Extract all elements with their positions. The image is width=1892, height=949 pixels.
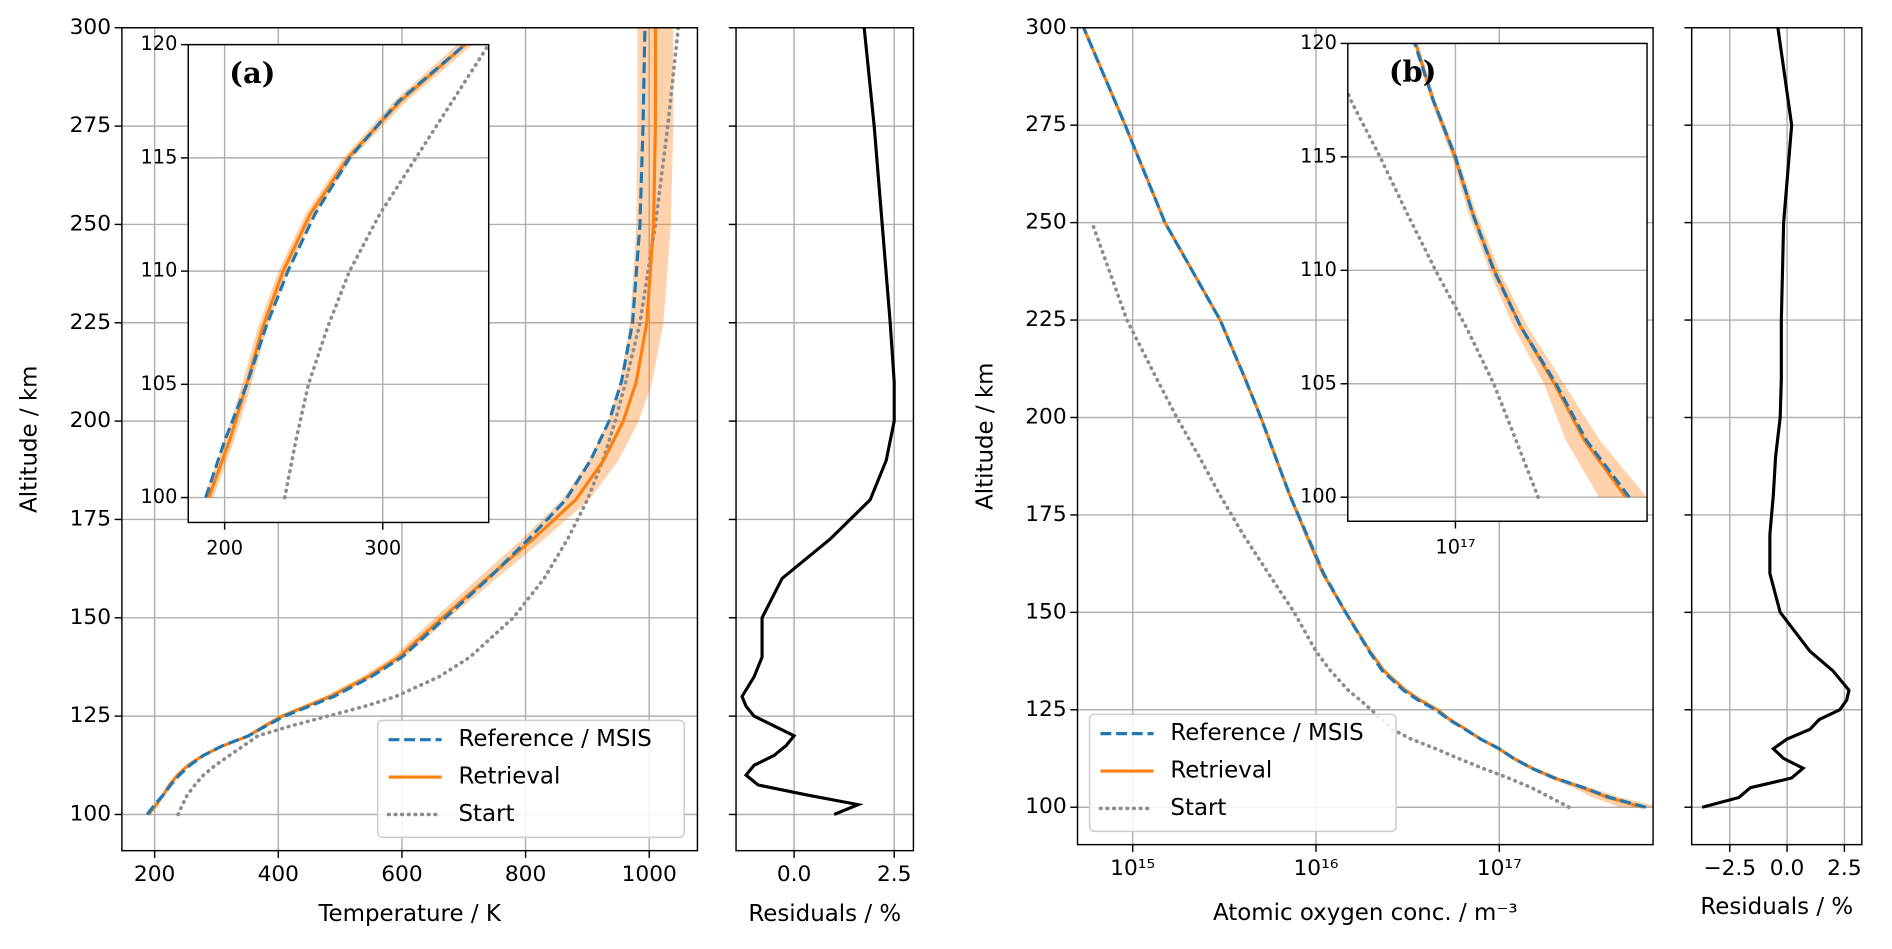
y-tick-label: 110 bbox=[141, 259, 178, 282]
panel-label: (b) bbox=[1389, 55, 1437, 89]
axes-frame bbox=[1076, 27, 1654, 846]
axes-frame bbox=[1690, 27, 1863, 846]
y-axis-label: Altitude / km bbox=[17, 366, 43, 513]
x-tick-label: 400 bbox=[258, 862, 299, 887]
x-tick-label: 0.0 bbox=[777, 862, 812, 887]
series-line bbox=[145, 27, 647, 816]
x-tick-label: 10¹⁶ bbox=[1293, 856, 1338, 881]
y-tick-label: 200 bbox=[70, 408, 111, 433]
legend-label: Reference / MSIS bbox=[459, 726, 652, 752]
y-tick-label: 150 bbox=[70, 605, 111, 630]
plot-area bbox=[1082, 27, 1654, 810]
series-line bbox=[282, 44, 489, 500]
y-tick-label: 225 bbox=[70, 310, 111, 335]
y-tick-label: 250 bbox=[70, 211, 111, 236]
series-line bbox=[1090, 220, 1571, 810]
x-tick-label: 2.5 bbox=[877, 862, 912, 887]
x-tick-label: 2.5 bbox=[1827, 856, 1862, 881]
inset-frame bbox=[1347, 42, 1648, 522]
series-line bbox=[176, 27, 681, 817]
y-tick-label: 120 bbox=[141, 32, 178, 55]
y-tick-label: 300 bbox=[70, 15, 111, 40]
y-tick-label: 175 bbox=[1025, 502, 1066, 527]
y-tick-label: 105 bbox=[141, 372, 178, 395]
panel-label: (a) bbox=[229, 56, 275, 90]
x-tick-label: −2.5 bbox=[1703, 856, 1756, 881]
series-line bbox=[1347, 87, 1540, 500]
y-tick-label: 275 bbox=[70, 113, 111, 138]
y-tick-label: 100 bbox=[70, 801, 111, 826]
legend-label: Start bbox=[459, 801, 515, 827]
x-axis-label: Atomic oxygen conc. / m⁻³ bbox=[1213, 900, 1518, 926]
x-tick-label: 1000 bbox=[622, 862, 677, 887]
x-tick-label: 300 bbox=[364, 537, 401, 560]
x-tick-label: 10¹⁵ bbox=[1110, 856, 1155, 881]
axes-frame bbox=[735, 27, 915, 852]
y-tick-label: 100 bbox=[141, 485, 178, 508]
y-tick-label: 225 bbox=[1025, 307, 1066, 332]
inset-background bbox=[188, 44, 489, 523]
inset-background bbox=[1347, 43, 1648, 522]
legend-label: Retrieval bbox=[1170, 758, 1272, 784]
x-tick-label: 600 bbox=[381, 862, 422, 887]
series-line bbox=[207, 44, 467, 499]
x-axis-label: Residuals / % bbox=[1700, 894, 1853, 920]
y-tick-label: 300 bbox=[1025, 15, 1066, 40]
series-line bbox=[1082, 27, 1647, 809]
inset-frame bbox=[187, 43, 490, 524]
y-tick-label: 125 bbox=[70, 703, 111, 728]
y-tick-label: 105 bbox=[1300, 371, 1337, 394]
axes-frame bbox=[121, 27, 699, 852]
x-axis-label: Temperature / K bbox=[317, 901, 501, 927]
series-line bbox=[204, 44, 467, 499]
y-tick-label: 150 bbox=[1025, 599, 1066, 624]
legend-box bbox=[376, 719, 685, 839]
y-axis-label: Altitude / km bbox=[972, 363, 998, 510]
x-axis-label: Residuals / % bbox=[748, 901, 901, 927]
series-line bbox=[1701, 27, 1851, 809]
x-tick-label: 200 bbox=[206, 537, 243, 560]
legend-label: Retrieval bbox=[459, 764, 561, 790]
legend-box bbox=[1088, 713, 1397, 833]
x-tick-label: 800 bbox=[505, 862, 546, 887]
y-tick-label: 120 bbox=[1300, 31, 1337, 54]
legend-label: Start bbox=[1170, 795, 1226, 821]
y-tick-label: 100 bbox=[1300, 485, 1337, 508]
x-tick-label: 200 bbox=[134, 862, 175, 887]
plot-area bbox=[1701, 27, 1851, 809]
y-tick-label: 275 bbox=[1025, 112, 1066, 137]
x-tick-label: 10¹⁷ bbox=[1435, 535, 1475, 558]
y-tick-label: 100 bbox=[1025, 794, 1066, 819]
y-tick-label: 250 bbox=[1025, 210, 1066, 235]
y-tick-label: 115 bbox=[1300, 144, 1337, 167]
x-tick-label: 0.0 bbox=[1770, 856, 1805, 881]
plot-area bbox=[1347, 43, 1647, 500]
plot-area bbox=[145, 27, 681, 817]
x-tick-label: 10¹⁷ bbox=[1477, 856, 1522, 881]
plot-area bbox=[204, 44, 489, 500]
y-tick-label: 175 bbox=[70, 506, 111, 531]
y-tick-label: 125 bbox=[1025, 697, 1066, 722]
y-tick-label: 110 bbox=[1300, 258, 1337, 281]
series-line bbox=[740, 27, 896, 816]
y-tick-label: 115 bbox=[141, 145, 178, 168]
series-line bbox=[1413, 43, 1631, 499]
y-tick-label: 200 bbox=[1025, 404, 1066, 429]
plot-area bbox=[740, 27, 896, 816]
legend-label: Reference / MSIS bbox=[1170, 720, 1363, 746]
